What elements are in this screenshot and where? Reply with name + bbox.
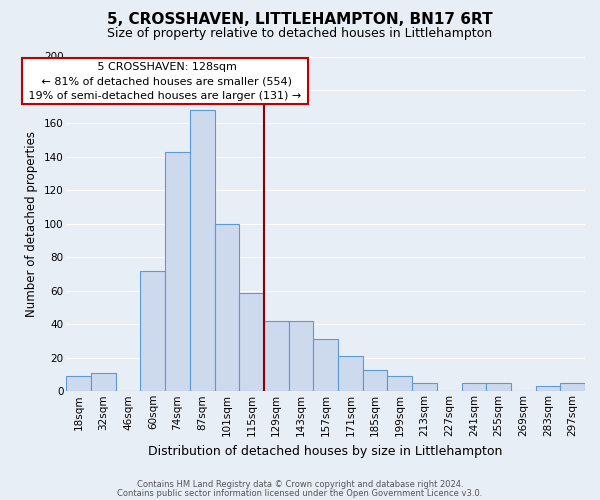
Text: Size of property relative to detached houses in Littlehampton: Size of property relative to detached ho… xyxy=(107,28,493,40)
X-axis label: Distribution of detached houses by size in Littlehampton: Distribution of detached houses by size … xyxy=(148,444,503,458)
Text: 5 CROSSHAVEN: 128sqm
 ← 81% of detached houses are smaller (554)
 19% of semi-de: 5 CROSSHAVEN: 128sqm ← 81% of detached h… xyxy=(25,62,305,101)
Bar xyxy=(363,370,388,392)
Bar xyxy=(313,340,338,392)
Text: Contains HM Land Registry data © Crown copyright and database right 2024.: Contains HM Land Registry data © Crown c… xyxy=(137,480,463,489)
Bar xyxy=(461,383,486,392)
Bar xyxy=(264,321,289,392)
Bar xyxy=(289,321,313,392)
Bar xyxy=(388,376,412,392)
Bar xyxy=(215,224,239,392)
Bar xyxy=(338,356,363,392)
Text: 5, CROSSHAVEN, LITTLEHAMPTON, BN17 6RT: 5, CROSSHAVEN, LITTLEHAMPTON, BN17 6RT xyxy=(107,12,493,28)
Text: Contains public sector information licensed under the Open Government Licence v3: Contains public sector information licen… xyxy=(118,489,482,498)
Bar xyxy=(190,110,215,392)
Bar xyxy=(91,373,116,392)
Bar xyxy=(560,383,585,392)
Y-axis label: Number of detached properties: Number of detached properties xyxy=(25,131,38,317)
Bar xyxy=(67,376,91,392)
Bar xyxy=(239,292,264,392)
Bar xyxy=(536,386,560,392)
Bar xyxy=(140,270,165,392)
Bar xyxy=(165,152,190,392)
Bar xyxy=(412,383,437,392)
Bar xyxy=(486,383,511,392)
